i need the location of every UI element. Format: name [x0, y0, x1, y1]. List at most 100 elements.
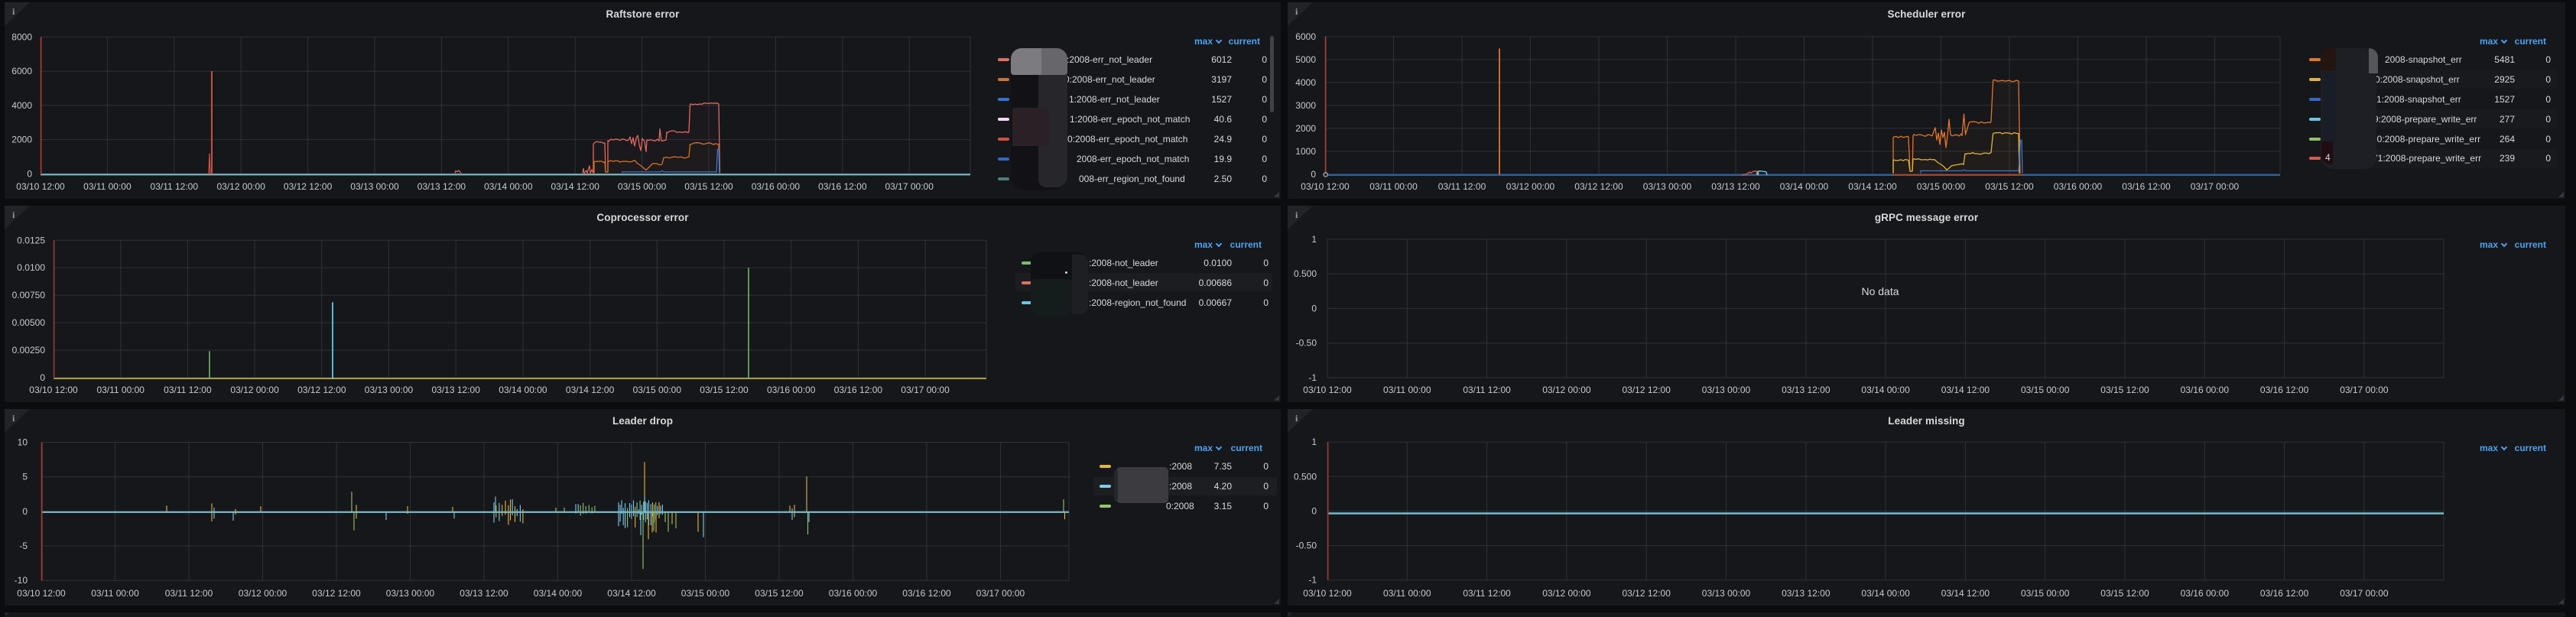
- svg-text:1: 1: [1311, 437, 1317, 447]
- svg-text:03/15 12:00: 03/15 12:00: [700, 385, 749, 395]
- svg-text:03/12 00:00: 03/12 00:00: [1542, 588, 1591, 599]
- svg-text:03/17 00:00: 03/17 00:00: [976, 588, 1025, 599]
- svg-text:03/16 00:00: 03/16 00:00: [2181, 588, 2230, 599]
- svg-text:03/10 12:00: 03/10 12:00: [1301, 181, 1350, 192]
- svg-text:03/10 12:00: 03/10 12:00: [1303, 588, 1352, 599]
- svg-text:03/14 00:00: 03/14 00:00: [1861, 385, 1910, 395]
- svg-text:03/17 00:00: 03/17 00:00: [2340, 588, 2389, 599]
- svg-text:5000: 5000: [1295, 54, 1316, 65]
- svg-text:03/11 12:00: 03/11 12:00: [165, 588, 213, 599]
- svg-text:03/16 00:00: 03/16 00:00: [829, 588, 878, 599]
- svg-text:-0.50: -0.50: [1296, 338, 1317, 349]
- svg-text:03/11 00:00: 03/11 00:00: [1383, 385, 1431, 395]
- svg-text:03/15 00:00: 03/15 00:00: [2021, 385, 2070, 395]
- svg-text:-1: -1: [1308, 372, 1317, 383]
- svg-text:4000: 4000: [11, 100, 32, 111]
- svg-text:2000: 2000: [1295, 123, 1316, 134]
- svg-text:4000: 4000: [1295, 77, 1316, 88]
- svg-text:03/13 00:00: 03/13 00:00: [386, 588, 435, 599]
- svg-text:03/13 12:00: 03/13 12:00: [1782, 385, 1830, 395]
- svg-text:03/10 12:00: 03/10 12:00: [1303, 385, 1352, 395]
- svg-text:03/11 00:00: 03/11 00:00: [83, 181, 132, 192]
- svg-text:03/15 00:00: 03/15 00:00: [618, 181, 667, 192]
- svg-text:03/13 12:00: 03/13 12:00: [1782, 588, 1830, 599]
- svg-text:03/17 00:00: 03/17 00:00: [2340, 385, 2389, 395]
- svg-text:0.00250: 0.00250: [12, 345, 46, 356]
- svg-text:10: 10: [18, 437, 28, 448]
- svg-text:0.0125: 0.0125: [17, 235, 45, 245]
- svg-text:03/17 00:00: 03/17 00:00: [2191, 181, 2240, 192]
- svg-text:0.0100: 0.0100: [17, 262, 45, 273]
- svg-text:03/13 00:00: 03/13 00:00: [1702, 385, 1751, 395]
- svg-text:0: 0: [1311, 505, 1317, 516]
- svg-text:03/12 12:00: 03/12 12:00: [1622, 588, 1671, 599]
- svg-text:03/12 12:00: 03/12 12:00: [297, 385, 346, 395]
- svg-text:0: 0: [27, 168, 32, 179]
- svg-text:03/13 00:00: 03/13 00:00: [350, 181, 399, 192]
- svg-text:03/11 12:00: 03/11 12:00: [151, 181, 199, 192]
- svg-text:0.500: 0.500: [1294, 268, 1317, 279]
- svg-text:03/10 12:00: 03/10 12:00: [17, 588, 66, 599]
- svg-text:03/16 00:00: 03/16 00:00: [767, 385, 816, 395]
- svg-text:03/13 12:00: 03/13 12:00: [417, 181, 466, 192]
- svg-text:03/16 00:00: 03/16 00:00: [752, 181, 801, 192]
- svg-text:0: 0: [1311, 303, 1317, 313]
- svg-text:03/12 00:00: 03/12 00:00: [216, 181, 265, 192]
- svg-text:03/16 12:00: 03/16 12:00: [834, 385, 883, 395]
- svg-text:03/11 00:00: 03/11 00:00: [1369, 181, 1418, 192]
- svg-text:03/14 00:00: 03/14 00:00: [1861, 588, 1910, 599]
- svg-text:8000: 8000: [11, 31, 32, 42]
- svg-text:03/14 12:00: 03/14 12:00: [1848, 181, 1897, 192]
- svg-text:03/14 00:00: 03/14 00:00: [534, 588, 583, 599]
- svg-text:03/11 12:00: 03/11 12:00: [1463, 385, 1511, 395]
- svg-text:03/16 12:00: 03/16 12:00: [2260, 385, 2309, 395]
- svg-text:03/13 12:00: 03/13 12:00: [460, 588, 508, 599]
- svg-text:1000: 1000: [1295, 146, 1316, 157]
- svg-text:03/15 12:00: 03/15 12:00: [1985, 181, 2034, 192]
- svg-text:03/13 00:00: 03/13 00:00: [1643, 181, 1692, 192]
- svg-text:03/14 00:00: 03/14 00:00: [1780, 181, 1829, 192]
- svg-text:5: 5: [22, 472, 28, 482]
- svg-text:03/14 12:00: 03/14 12:00: [1941, 385, 1990, 395]
- svg-text:03/16 12:00: 03/16 12:00: [902, 588, 951, 599]
- svg-text:03/12 00:00: 03/12 00:00: [1542, 385, 1591, 395]
- svg-text:03/11 00:00: 03/11 00:00: [1383, 588, 1431, 599]
- svg-text:03/14 12:00: 03/14 12:00: [1941, 588, 1990, 599]
- svg-text:03/16 00:00: 03/16 00:00: [2054, 181, 2103, 192]
- svg-text:03/12 00:00: 03/12 00:00: [1506, 181, 1555, 192]
- svg-text:0: 0: [1311, 169, 1316, 180]
- svg-text:03/11 12:00: 03/11 12:00: [164, 385, 212, 395]
- svg-text:03/17 00:00: 03/17 00:00: [901, 385, 950, 395]
- svg-text:03/11 00:00: 03/11 00:00: [96, 385, 145, 395]
- svg-text:03/11 12:00: 03/11 12:00: [1438, 181, 1486, 192]
- svg-text:03/15 00:00: 03/15 00:00: [681, 588, 730, 599]
- svg-text:03/15 00:00: 03/15 00:00: [633, 385, 682, 395]
- svg-text:-0.50: -0.50: [1296, 541, 1317, 551]
- svg-text:0.500: 0.500: [1294, 471, 1317, 482]
- svg-text:03/11 00:00: 03/11 00:00: [91, 588, 139, 599]
- svg-text:No data: No data: [1861, 285, 1899, 297]
- svg-text:03/13 00:00: 03/13 00:00: [1702, 588, 1751, 599]
- svg-text:03/11 12:00: 03/11 12:00: [1463, 588, 1511, 599]
- svg-text:03/15 12:00: 03/15 12:00: [2100, 385, 2149, 395]
- svg-text:03/14 12:00: 03/14 12:00: [607, 588, 656, 599]
- svg-text:03/16 12:00: 03/16 12:00: [2122, 181, 2171, 192]
- svg-text:03/15 12:00: 03/15 12:00: [2100, 588, 2149, 599]
- svg-text:2000: 2000: [11, 135, 32, 145]
- svg-text:-10: -10: [15, 575, 28, 586]
- svg-text:-1: -1: [1308, 575, 1317, 586]
- svg-text:03/15 12:00: 03/15 12:00: [684, 181, 733, 192]
- svg-text:03/15 00:00: 03/15 00:00: [1917, 181, 1966, 192]
- svg-text:03/12 12:00: 03/12 12:00: [312, 588, 361, 599]
- svg-text:03/16 00:00: 03/16 00:00: [2181, 385, 2230, 395]
- svg-text:03/15 12:00: 03/15 12:00: [755, 588, 804, 599]
- svg-text:0: 0: [22, 506, 28, 517]
- svg-text:0.00500: 0.00500: [12, 317, 46, 328]
- svg-text:-5: -5: [19, 541, 28, 551]
- svg-text:03/12 00:00: 03/12 00:00: [239, 588, 287, 599]
- svg-text:03/14 00:00: 03/14 00:00: [499, 385, 547, 395]
- svg-text:1: 1: [1311, 234, 1317, 245]
- svg-text:6000: 6000: [1295, 31, 1316, 42]
- svg-text:0.00750: 0.00750: [12, 290, 46, 300]
- svg-text:03/10 12:00: 03/10 12:00: [16, 181, 65, 192]
